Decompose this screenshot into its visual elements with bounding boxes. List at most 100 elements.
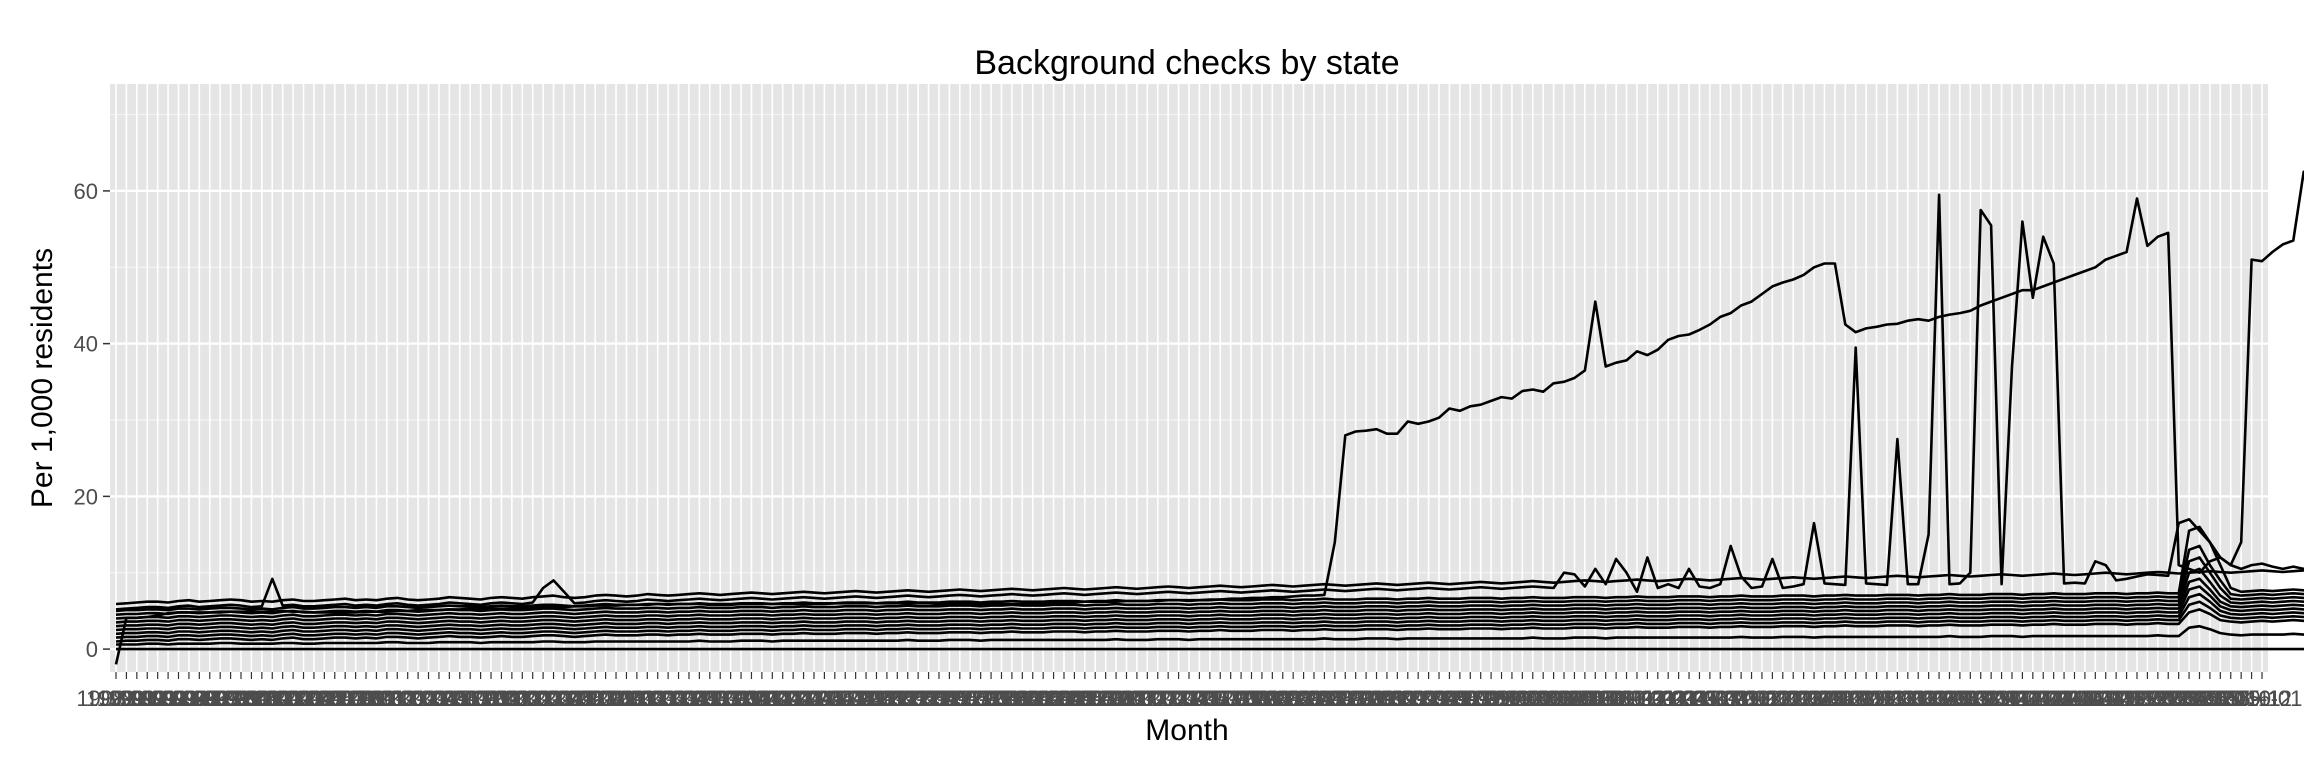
x-tick-label: 2011-11 [1702, 686, 1779, 711]
x-tick-label: 2006-02 [982, 686, 1063, 711]
x-tick-label: 2012-08 [1795, 686, 1876, 711]
x-tick-label: 2009-02 [1357, 686, 1438, 711]
x-tick-label: 2007-03 [1117, 686, 1198, 711]
x-tick-label: 2012-03 [1742, 686, 1823, 711]
x-tick-label: 2012-06 [1774, 686, 1855, 711]
x-tick-label: 2013-11 [1952, 686, 2031, 711]
x-tick-label: 2012-11 [1827, 686, 1906, 711]
x-tick-label: 2016-01 [2222, 686, 2303, 711]
series-line [115, 193, 2304, 611]
x-tick-label: 2004-08 [794, 686, 875, 711]
x-tick-label: 2002-02 [482, 686, 563, 711]
x-tick-label: 2009-04 [1378, 686, 1459, 711]
x-tick-label: 2001-12 [461, 686, 542, 711]
x-tick-label: 2005-02 [857, 686, 938, 711]
x-tick-label: 2011-07 [1660, 686, 1739, 711]
series-line [115, 585, 2304, 632]
x-tick-label: 2007-05 [1138, 686, 1219, 711]
x-tick-label: 2011-05 [1639, 686, 1718, 711]
x-tick-label: 2011-03 [1618, 686, 1697, 711]
x-tick-label: 2009-03 [1367, 686, 1448, 711]
x-tick-label: 2001-07 [409, 686, 490, 711]
x-tick-label: 2007-11 [1202, 686, 1281, 711]
x-tick-label: 2008-10 [1315, 686, 1396, 711]
x-tick-label: 2000-05 [263, 686, 344, 711]
x-tick-label: 2009-05 [1388, 686, 1469, 711]
x-tick-label: 2009-11 [1452, 686, 1531, 711]
x-tick-label: 2007-10 [1190, 686, 1271, 711]
x-tick-label: 2001-10 [440, 686, 521, 711]
series-line [115, 569, 2304, 606]
x-tick-label: 2012-05 [1763, 686, 1844, 711]
x-tick-label: 2010-10 [1565, 686, 1646, 711]
x-tick-label: 2010-01 [1472, 686, 1553, 711]
series-line [115, 567, 2304, 624]
x-tick-label: 2011-04 [1629, 686, 1708, 711]
x-tick-label: 1999-07 [159, 686, 240, 711]
x-tick-label: 2000-07 [284, 686, 365, 711]
x-tick-label: 2007-01 [1097, 686, 1178, 711]
x-tick-label: 2004-10 [815, 686, 896, 711]
x-tick-label: 2014-06 [2024, 686, 2105, 711]
x-tick-label: 2004-09 [805, 686, 886, 711]
x-tick-label: 2010-08 [1544, 686, 1625, 711]
x-tick-label: 2007-08 [1169, 686, 1250, 711]
x-tick-label: 2000-10 [315, 686, 396, 711]
x-tick-label: 1999-02 [107, 686, 188, 711]
x-tick-label: 2003-11 [701, 686, 780, 711]
x-tick-label: 2001-02 [357, 686, 438, 711]
x-tick-label: 2003-09 [680, 686, 761, 711]
x-axis-title: Month [1145, 714, 1228, 747]
x-tick-label: 2006-03 [992, 686, 1073, 711]
x-tick-label: 2015-02 [2107, 686, 2188, 711]
x-tick-label: 1999-04 [128, 686, 209, 711]
x-tick-label: 2014-08 [2045, 686, 2126, 711]
x-tick-label: 1998-12 [86, 686, 167, 711]
x-tick-label: 2008-04 [1253, 686, 1334, 711]
x-tick-label: 2004-02 [732, 686, 813, 711]
series-lines [114, 170, 2304, 665]
x-tick-label: 2013-02 [1857, 686, 1938, 711]
x-tick-label: 2009-09 [1430, 686, 1511, 711]
x-tick-label: 2002-04 [503, 686, 584, 711]
x-tick-label: 2001-04 [378, 686, 459, 711]
x-tick-label: 2013-06 [1899, 686, 1980, 711]
x-tick-label: 1999-03 [117, 686, 198, 711]
x-tick-label: 2015-05 [2138, 686, 2219, 711]
x-tick-label: 2012-12 [1836, 686, 1917, 711]
x-tick-label: 2014-04 [2003, 686, 2084, 711]
x-tick-label: 2002-06 [524, 686, 605, 711]
x-tick-label: 2008-01 [1222, 686, 1303, 711]
x-tick-label: 2003-05 [638, 686, 719, 711]
x-tick-label: 2013-10 [1940, 686, 2021, 711]
x-tick-label: 2006-05 [1013, 686, 1094, 711]
x-tick-label: 2004-04 [753, 686, 834, 711]
x-tick-label: 2009-10 [1440, 686, 1521, 711]
x-tick-label: 2007-04 [1128, 686, 1209, 711]
x-tick-label: 1999-09 [180, 686, 261, 711]
y-tick-label: 0 [86, 637, 98, 662]
x-tick-label: 1999-10 [190, 686, 271, 711]
x-tick-label: 2002-10 [565, 686, 646, 711]
x-tick-label: 2008-09 [1305, 686, 1386, 711]
x-tick-label: 2015-12 [2211, 686, 2292, 711]
x-tick-label: 2003-01 [596, 686, 677, 711]
x-tick-label: 2013-05 [1888, 686, 1969, 711]
x-tick-label: 2001-09 [430, 686, 511, 711]
x-tick-label: 2005-11 [952, 686, 1031, 711]
x-tick-label: 2006-09 [1055, 686, 1136, 711]
x-tick-label: 2008-03 [1242, 686, 1323, 711]
x-tick-label: 2015-04 [2128, 686, 2209, 711]
x-tick-label: 2005-07 [909, 686, 990, 711]
x-tick-label: 2006-07 [1034, 686, 1115, 711]
x-tick-label: 2012-09 [1805, 686, 1886, 711]
x-tick-label: 2012-01 [1722, 686, 1803, 711]
x-tick-label: 2010-12 [1586, 686, 1667, 711]
x-tick-label: 2002-09 [555, 686, 636, 711]
x-tick-label: 2002-03 [492, 686, 573, 711]
x-tick-label: 2001-03 [367, 686, 448, 711]
x-tick-label: 2005-05 [888, 686, 969, 711]
x-tick-label: 2010-04 [1503, 686, 1584, 711]
x-tick-label: 2006-08 [1044, 686, 1125, 711]
